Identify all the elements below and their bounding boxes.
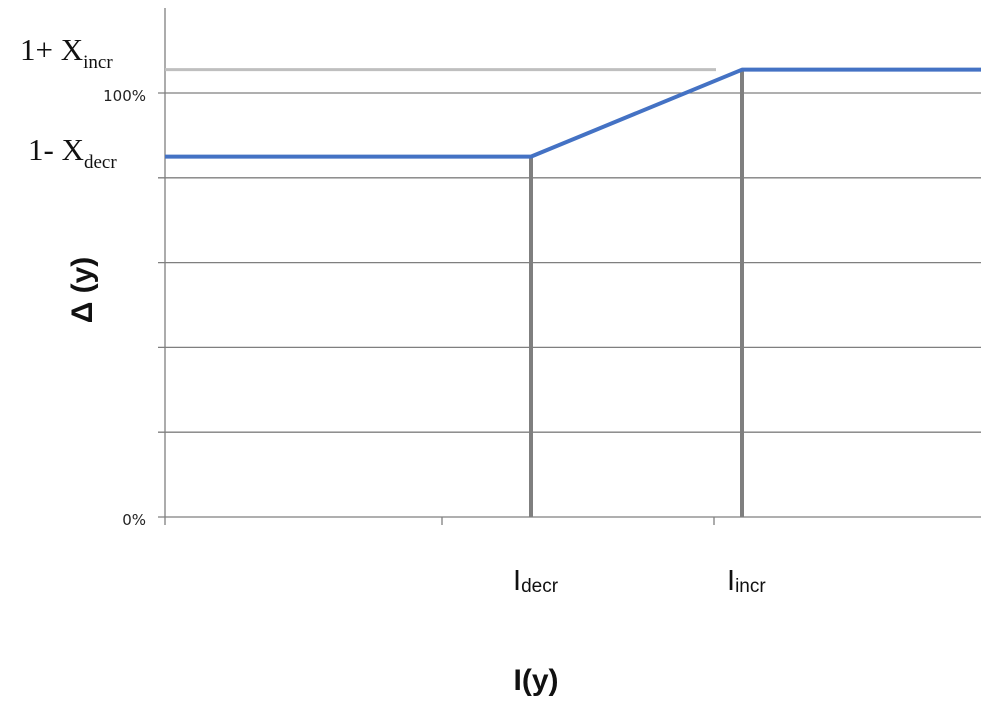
y-marker-decr: 1- Xdecr bbox=[28, 132, 117, 173]
gridlines bbox=[158, 92, 981, 518]
y-marker-incr-main: 1+ X bbox=[20, 32, 83, 67]
y-marker-incr-sub: incr bbox=[83, 52, 113, 73]
x-marker-incr: Iincr bbox=[727, 565, 766, 597]
x-marker-decr: Idecr bbox=[513, 565, 559, 597]
x-marker-incr-main: I bbox=[727, 565, 735, 597]
y-marker-incr: 1+ Xincr bbox=[20, 32, 113, 73]
series-line bbox=[165, 67, 981, 159]
series-group bbox=[165, 67, 981, 159]
y-marker-decr-main: 1- X bbox=[28, 132, 84, 167]
axes bbox=[164, 8, 715, 525]
y-axis-title: Δ (y) bbox=[66, 257, 99, 324]
x-axis-title: I(y) bbox=[514, 664, 559, 697]
reference-lines bbox=[165, 68, 744, 517]
x-marker-decr-main: I bbox=[513, 565, 521, 597]
y-marker-decr-sub: decr bbox=[84, 152, 117, 173]
y-tick-label-100: 100% bbox=[103, 87, 146, 105]
x-marker-decr-sub: decr bbox=[521, 576, 559, 597]
y-tick-label-0: 0% bbox=[122, 511, 146, 529]
x-marker-incr-sub: incr bbox=[735, 576, 766, 597]
